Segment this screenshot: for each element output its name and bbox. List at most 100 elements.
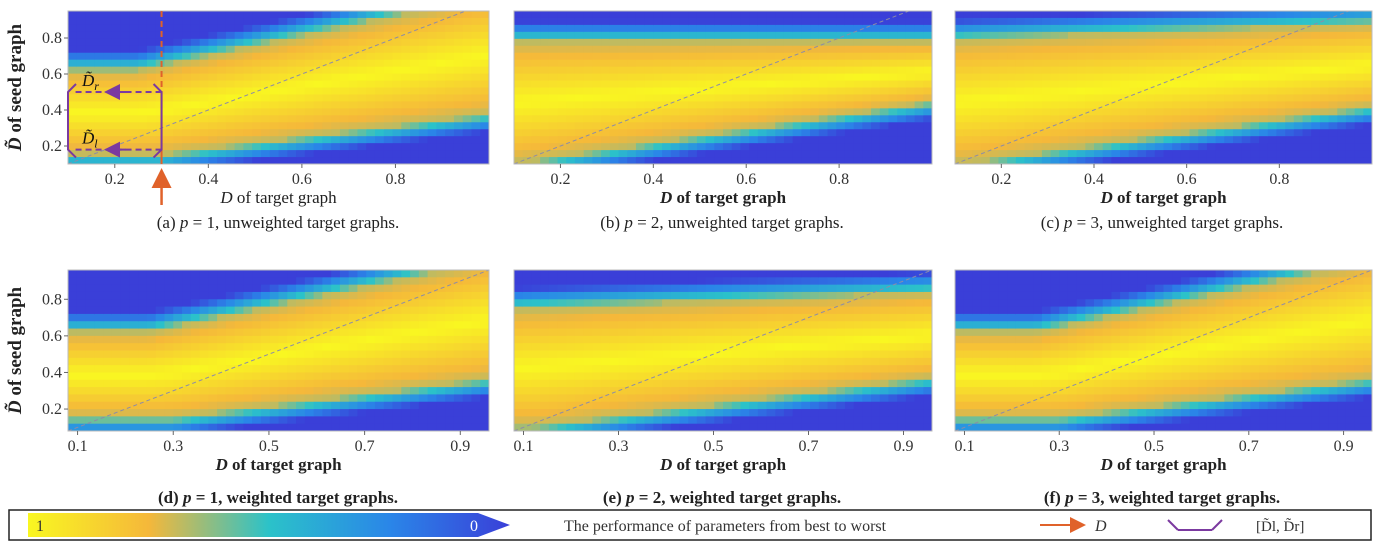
heatmap-cell bbox=[146, 101, 157, 109]
heatmap-cell bbox=[1267, 11, 1278, 19]
heatmap-cell bbox=[1180, 115, 1191, 123]
heatmap-cell bbox=[862, 150, 872, 158]
heatmap-cell bbox=[217, 143, 227, 151]
heatmap-cell bbox=[199, 87, 209, 96]
heatmap-cell bbox=[85, 343, 95, 352]
heatmap-cell bbox=[514, 306, 524, 315]
heatmap-cell bbox=[1050, 17, 1060, 26]
heatmap-cell bbox=[1076, 45, 1086, 54]
heatmap-cell bbox=[313, 101, 323, 109]
heatmap-cell bbox=[138, 157, 148, 164]
heatmap-cell bbox=[138, 17, 148, 26]
heatmap-cell bbox=[540, 45, 550, 54]
heatmap-cell bbox=[705, 38, 715, 47]
heatmap-cell bbox=[85, 387, 95, 396]
heatmap-cell bbox=[766, 115, 776, 123]
heatmap-cell bbox=[775, 66, 785, 75]
heatmap-cell bbox=[339, 59, 350, 68]
heatmap-cell bbox=[731, 343, 742, 352]
heatmap-cell bbox=[653, 31, 663, 40]
heatmap-cell bbox=[862, 38, 872, 47]
heatmap-cell bbox=[635, 357, 646, 366]
heatmap-cell bbox=[410, 401, 420, 410]
heatmap-cell bbox=[103, 108, 113, 116]
heatmap-cell bbox=[418, 379, 429, 388]
heatmap-cell bbox=[644, 328, 654, 337]
heatmap-cell bbox=[480, 379, 489, 388]
heatmap-cell bbox=[696, 24, 707, 33]
heatmap-cell bbox=[1241, 80, 1251, 89]
heatmap-cell bbox=[972, 129, 982, 137]
heatmap-cell bbox=[740, 115, 750, 123]
heatmap-cell bbox=[836, 129, 846, 137]
heatmap-cell bbox=[348, 401, 359, 410]
heatmap-cell bbox=[783, 24, 794, 33]
heatmap-cell bbox=[1363, 31, 1372, 40]
heatmap-cell bbox=[963, 31, 973, 40]
heatmap-cell bbox=[453, 335, 464, 344]
heatmap-cell bbox=[836, 66, 846, 75]
heatmap-cell bbox=[1059, 101, 1069, 109]
heatmap-cell bbox=[705, 129, 715, 137]
heatmap-cell bbox=[348, 321, 359, 330]
heatmap-cell bbox=[155, 59, 166, 68]
heatmap-cell bbox=[592, 24, 602, 33]
heatmap-cell bbox=[208, 24, 218, 33]
heatmap-cell bbox=[1198, 11, 1208, 19]
heatmap-cell bbox=[1180, 80, 1191, 89]
heatmap-cell bbox=[644, 270, 654, 278]
heatmap-cell bbox=[583, 52, 593, 61]
heatmap-cell bbox=[120, 299, 130, 308]
heatmap-cell bbox=[740, 87, 750, 96]
heatmap-cell bbox=[574, 277, 585, 286]
heatmap-cell bbox=[1345, 66, 1356, 75]
heatmap-cell bbox=[635, 328, 646, 337]
heatmap-cell bbox=[103, 306, 113, 315]
heatmap-cell bbox=[1198, 122, 1208, 130]
heatmap-cell bbox=[68, 24, 78, 33]
heatmap-cell bbox=[1337, 17, 1347, 26]
heatmap-cell bbox=[1311, 59, 1321, 68]
heatmap-cell bbox=[749, 416, 759, 425]
heatmap-cell bbox=[1154, 143, 1165, 151]
heatmap-cell bbox=[471, 313, 481, 322]
heatmap-cell bbox=[998, 45, 1008, 54]
heatmap-cell bbox=[164, 94, 174, 102]
heatmap-cell bbox=[462, 52, 473, 61]
heatmap-cell bbox=[1128, 80, 1139, 89]
heatmap-cell bbox=[557, 291, 567, 300]
heatmap-cell bbox=[410, 122, 420, 130]
heatmap-cell bbox=[234, 38, 245, 47]
heatmap-cell bbox=[1198, 157, 1208, 164]
heatmap-cell bbox=[278, 372, 288, 381]
heatmap-cell bbox=[217, 129, 227, 137]
heatmap-cell bbox=[871, 52, 881, 61]
heatmap-cell bbox=[801, 150, 811, 158]
heatmap-cell bbox=[471, 73, 481, 82]
heatmap-cell bbox=[749, 94, 759, 102]
heatmap-cell bbox=[418, 277, 429, 286]
heatmap-cell bbox=[1180, 129, 1191, 137]
heatmap-cell bbox=[679, 394, 689, 403]
heatmap-cell bbox=[252, 277, 262, 286]
heatmap-cell bbox=[243, 394, 253, 403]
heatmap-cell bbox=[1111, 38, 1121, 47]
heatmap-cell bbox=[243, 66, 253, 75]
heatmap-cell bbox=[296, 31, 306, 40]
heatmap-cell bbox=[1311, 157, 1321, 164]
heatmap-cell bbox=[1041, 31, 1052, 40]
heatmap-cell bbox=[810, 108, 820, 116]
heatmap-cell bbox=[914, 150, 924, 158]
heatmap-cell bbox=[963, 87, 973, 96]
heatmap-cell bbox=[583, 73, 593, 82]
heatmap-cell bbox=[1102, 94, 1112, 102]
heatmap-cell bbox=[374, 11, 385, 19]
heatmap-cell bbox=[862, 45, 872, 54]
heatmap-cell bbox=[296, 335, 306, 344]
heatmap-cell bbox=[1285, 66, 1295, 75]
heatmap-cell bbox=[1041, 108, 1052, 116]
heatmap-cell bbox=[103, 115, 113, 123]
heatmap-cell bbox=[383, 11, 394, 19]
heatmap-cell bbox=[662, 284, 672, 293]
heatmap-cell bbox=[269, 277, 280, 286]
